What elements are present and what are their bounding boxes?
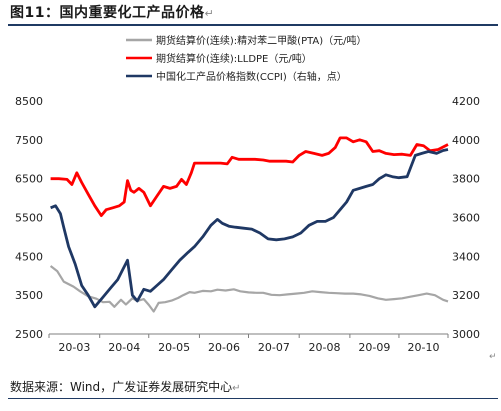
y-left-tick-label: 4500 xyxy=(15,250,43,263)
x-tick-label: 20-04 xyxy=(108,341,140,354)
bottom-rule xyxy=(8,398,498,399)
x-tick-label: 20-09 xyxy=(358,341,390,354)
legend-label-pta: 期货结算价(连续):精对苯二甲酸(PTA)（元/吨） xyxy=(156,34,367,47)
series-line-lldpe xyxy=(50,136,449,217)
y-left-tick-label: 3500 xyxy=(15,289,43,302)
y-right-tick-label: 4000 xyxy=(452,134,480,147)
x-tick-label: 20-08 xyxy=(309,341,341,354)
y-right-tick-label: 4200 xyxy=(452,95,480,108)
figure-title-bar: 图11：国内重要化工产品价格↵ xyxy=(0,0,501,26)
title-edit-mark: ↵ xyxy=(204,7,215,20)
chart-axes: 2500 3500 4500 5500 6500 7500 8500 3000 3200 3400… xyxy=(15,95,480,354)
legend-label-lldpe: 期货结算价(连续):LLDPE（元/吨） xyxy=(156,52,312,65)
y-right-tick-label: 3000 xyxy=(452,328,480,341)
y-left-tick-label: 7500 xyxy=(15,134,43,147)
x-tick-label: 20-05 xyxy=(158,341,190,354)
source-note-text: 数据来源：Wind，广发证券发展研究中心 xyxy=(10,380,233,394)
figure-title: 图11：国内重要化工产品价格↵ xyxy=(10,2,214,22)
series-line-ccpi xyxy=(50,148,449,309)
x-tick-label: 20-07 xyxy=(258,341,290,354)
x-tick-label: 20-10 xyxy=(407,341,439,354)
legend-label-ccpi: 中国化工产品价格指数(CCPI)（右轴，点） xyxy=(156,70,347,83)
title-rule xyxy=(8,24,498,26)
x-tick-label: 20-06 xyxy=(208,341,240,354)
y-left-tick-label: 6500 xyxy=(15,173,43,186)
source-edit-mark: ↵ xyxy=(232,383,241,394)
figure-title-text: 图11：国内重要化工产品价格 xyxy=(10,5,205,21)
y-right-tick-label: 3600 xyxy=(452,212,480,225)
y-left-tick-label: 8500 xyxy=(15,95,43,108)
chart-edit-mark: ↵ xyxy=(489,352,497,362)
chart-series xyxy=(49,136,449,313)
chart: 期货结算价(连续):精对苯二甲酸(PTA)（元/吨） 期货结算价(连续):LLDP… xyxy=(15,34,497,362)
y-right-tick-label: 3400 xyxy=(452,250,480,263)
y-left-tick-label: 2500 xyxy=(15,328,43,341)
y-right-tick-label: 3200 xyxy=(452,289,480,302)
x-tick-label: 20-03 xyxy=(58,341,90,354)
source-note: 数据来源：Wind，广发证券发展研究中心↵ xyxy=(10,378,241,395)
series-line-pta xyxy=(49,265,449,313)
chart-legend: 期货结算价(连续):精对苯二甲酸(PTA)（元/吨） 期货结算价(连续):LLDP… xyxy=(126,34,367,83)
y-left-tick-label: 5500 xyxy=(15,212,43,225)
y-right-tick-label: 3800 xyxy=(452,173,480,186)
